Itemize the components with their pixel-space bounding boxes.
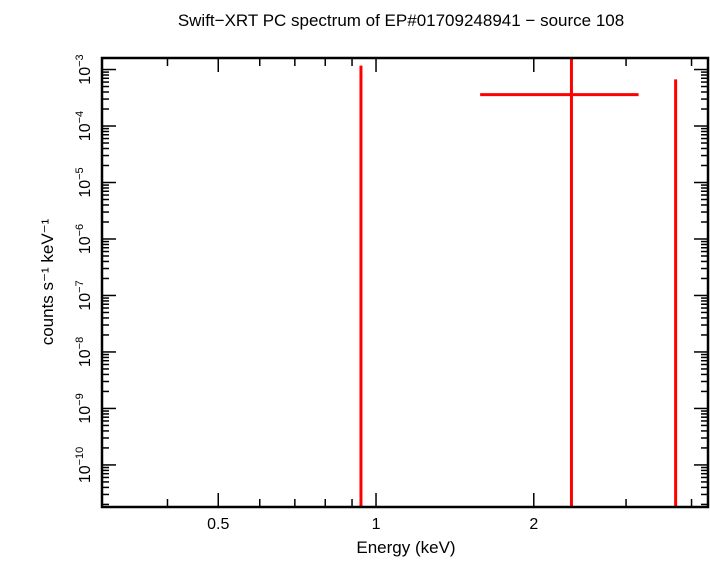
y-tick-label: 10−10 xyxy=(74,447,94,483)
y-tick-label: 10−3 xyxy=(74,54,94,84)
y-tick-label: 10−7 xyxy=(74,280,94,310)
y-tick-label: 10−5 xyxy=(74,167,94,197)
y-tick-label: 10−6 xyxy=(74,224,94,254)
x-tick-label: 2 xyxy=(529,516,538,533)
chart-title: Swift−XRT PC spectrum of EP#01709248941 … xyxy=(178,11,624,30)
x-axis-label: Energy (keV) xyxy=(356,538,455,557)
y-tick-label: 10−9 xyxy=(74,393,94,423)
x-tick-label: 0.5 xyxy=(207,516,229,533)
y-axis-label: counts s⁻¹ keV⁻¹ xyxy=(38,218,57,345)
y-tick-label: 10−8 xyxy=(74,337,94,367)
plot-frame xyxy=(100,56,710,509)
x-tick-label: 1 xyxy=(372,516,381,533)
y-tick-label: 10−4 xyxy=(74,111,94,141)
